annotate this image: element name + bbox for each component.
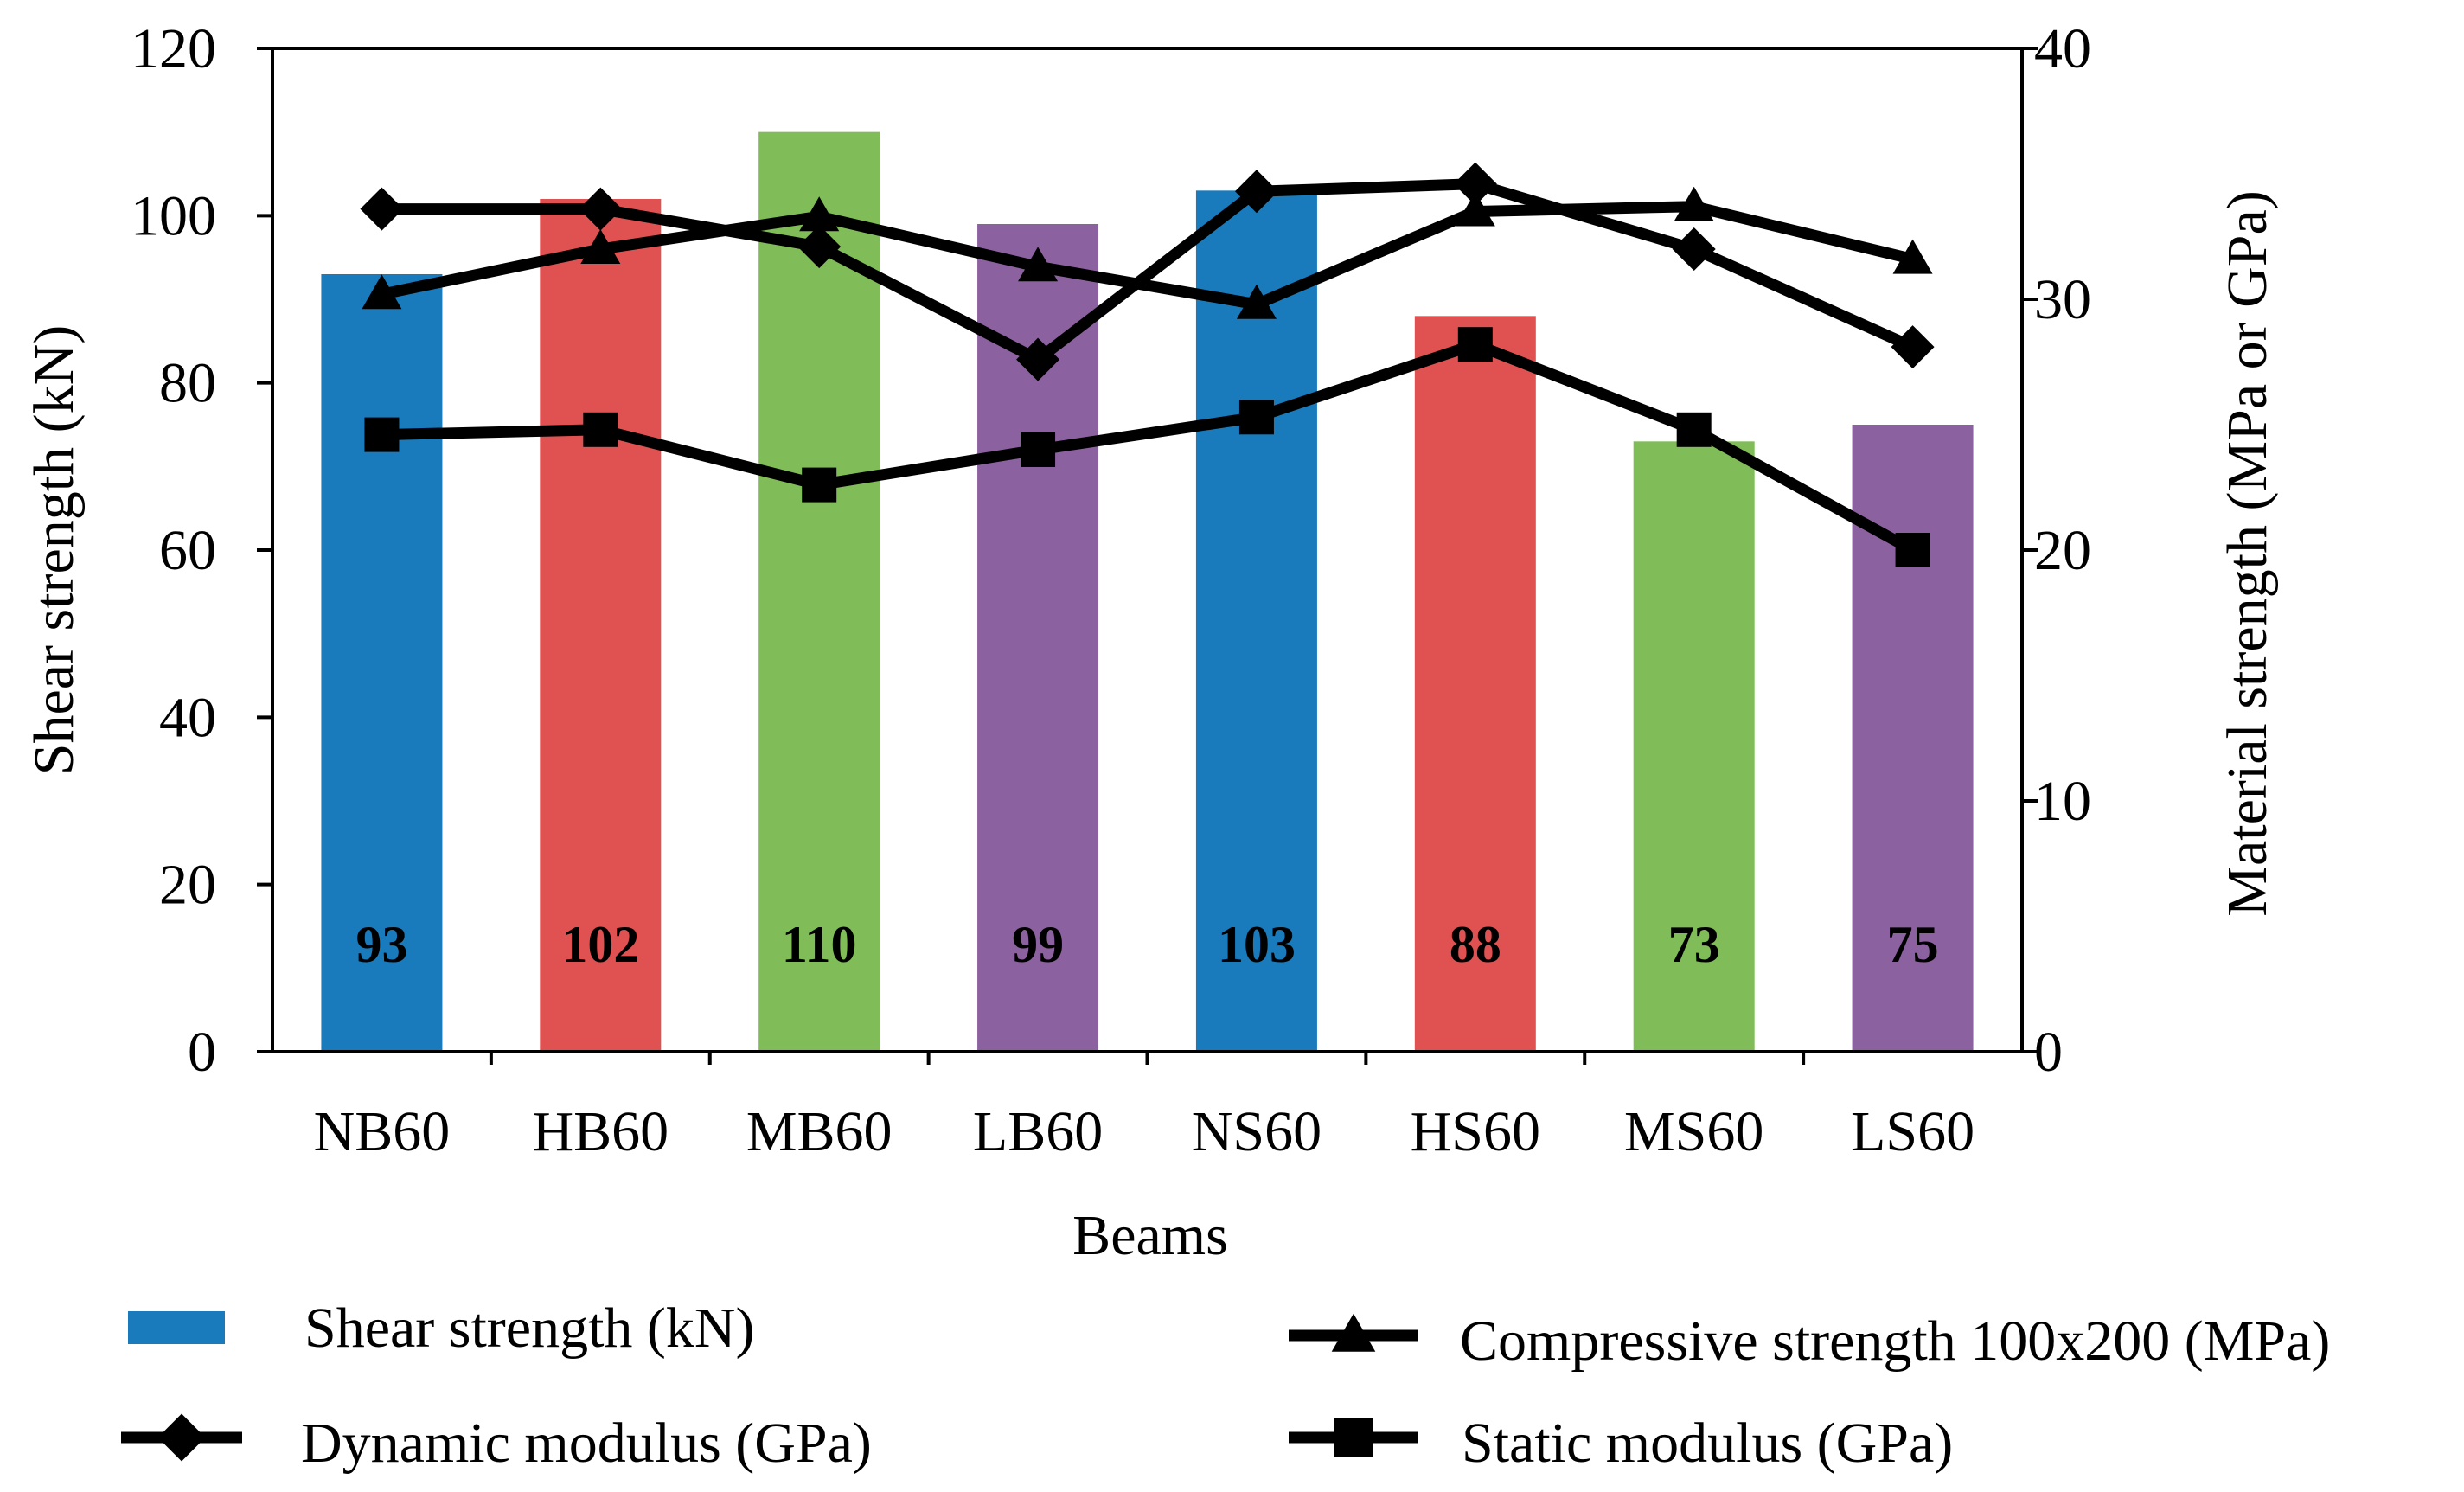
square-point <box>364 417 400 452</box>
plot-frame <box>271 47 2024 1053</box>
axes-layer: 0 20 40 60 80 100 120 0 10 20 30 40 NB60 HB60 MB60 LB60… <box>131 17 2091 1163</box>
diamond-point <box>797 225 842 269</box>
legend-swatch-compressive <box>1289 1313 1418 1352</box>
y2-tick-label: 30 <box>2034 268 2091 331</box>
diamond-point <box>1016 337 1060 381</box>
bar-value-label: 102 <box>561 916 639 973</box>
x-tick-label: NS60 <box>1192 1100 1322 1163</box>
bar-value-label: 99 <box>1012 916 1064 973</box>
bar-MB60 <box>758 131 880 1053</box>
legend-swatch-dynamic <box>121 1413 242 1462</box>
y2-axis-title: Material strength (MPa or GPa) <box>2216 190 2279 916</box>
square-point <box>583 412 618 447</box>
legend-swatch-static <box>1289 1418 1418 1457</box>
triangle-point <box>1455 191 1495 227</box>
x-tick-label: HS60 <box>1411 1100 1540 1163</box>
y-tick-label: 60 <box>159 519 216 582</box>
bar-value-label: 88 <box>1450 916 1501 973</box>
triangle-point <box>1674 186 1714 221</box>
y2-tick-label: 20 <box>2034 519 2091 582</box>
y-tick-label: 20 <box>159 854 216 917</box>
bar-value-label: 93 <box>355 916 407 973</box>
legend-marker <box>157 1413 206 1462</box>
triangle-point <box>1236 284 1277 319</box>
y-tick-label: 40 <box>159 686 216 749</box>
y-tick-label: 80 <box>159 352 216 415</box>
x-tick-label: LS60 <box>1851 1100 1974 1163</box>
diamond-point <box>1453 162 1497 206</box>
diamond-point <box>1891 325 1935 369</box>
square-point <box>1021 432 1056 467</box>
x-tick-label: HB60 <box>532 1100 669 1163</box>
triangle-point <box>580 229 621 264</box>
square-point <box>1676 412 1712 447</box>
y2-tick-label: 40 <box>2034 17 2091 80</box>
bar-value-label: 75 <box>1887 916 1939 973</box>
y-tick-label: 100 <box>131 184 216 247</box>
y-axis-title: Shear strength (kN) <box>22 325 86 776</box>
x-tick-label: LB60 <box>973 1100 1103 1163</box>
lines-layer <box>360 162 1935 567</box>
legend-marker <box>1334 1418 1373 1457</box>
bar-MS60 <box>1633 441 1755 1052</box>
diamond-point <box>1234 170 1278 214</box>
bar-HS60 <box>1414 316 1536 1052</box>
diamond-point <box>579 187 623 231</box>
bar-HB60 <box>540 199 662 1052</box>
y-tick-label: 120 <box>131 17 216 80</box>
bar-labels-layer: 93 102 110 99 103 88 73 75 <box>355 916 1938 973</box>
line-square <box>381 338 1916 555</box>
bar-value-label: 103 <box>1218 916 1296 973</box>
y2-tick-label: 10 <box>2034 770 2091 833</box>
diamond-point <box>360 187 404 231</box>
bar-NB60 <box>321 274 443 1052</box>
x-axis-title: Beams <box>1072 1204 1228 1267</box>
triangle-point <box>1018 247 1059 282</box>
square-point <box>1238 400 1274 435</box>
legend-label-shear: Shear strength (kN) <box>304 1297 755 1360</box>
legend: Shear strength (kN) Compressive strength… <box>121 1297 2330 1475</box>
legend-label-static: Static modulus (GPa) <box>1462 1412 1953 1475</box>
x-tick-label: NB60 <box>314 1100 451 1163</box>
bar-value-label: 73 <box>1668 916 1720 973</box>
bar-value-label: 110 <box>782 916 857 973</box>
triangle-point <box>362 274 402 310</box>
legend-marker <box>1331 1313 1376 1352</box>
square-point <box>802 467 837 503</box>
x-tick-label: MB60 <box>746 1100 893 1163</box>
line-triangle <box>381 201 1915 311</box>
bar-NS60 <box>1195 190 1317 1053</box>
square-point <box>1895 533 1930 567</box>
square-point <box>1457 327 1493 362</box>
triangle-point <box>799 196 840 232</box>
line-diamond <box>381 178 1916 366</box>
y-tick-label: 0 <box>188 1021 216 1084</box>
diamond-point <box>1672 227 1716 271</box>
x-tick-label: MS60 <box>1624 1100 1763 1163</box>
legend-label-compressive: Compressive strength 100x200 (MPa) <box>1460 1310 2330 1373</box>
legend-label-dynamic: Dynamic modulus (GPa) <box>301 1412 872 1475</box>
triangle-point <box>1892 239 1933 274</box>
y2-tick-label: 0 <box>2034 1021 2063 1084</box>
legend-swatch-shear <box>128 1311 225 1344</box>
